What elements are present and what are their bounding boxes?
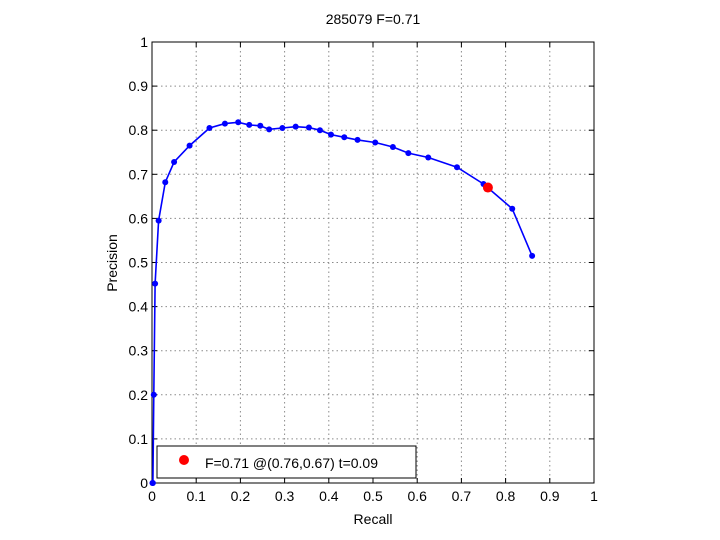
data-point	[372, 139, 379, 146]
highlight-layer	[482, 182, 493, 193]
y-tick-label: 0.7	[129, 166, 149, 182]
x-axis-label: Recall	[354, 511, 393, 527]
data-point	[425, 154, 432, 161]
data-point	[186, 142, 193, 149]
y-tick-label: 0	[140, 475, 148, 491]
y-tick-label: 0.6	[129, 210, 149, 226]
data-point	[257, 122, 264, 129]
y-axis-label: Precision	[104, 234, 120, 292]
y-tick-label: 0.3	[129, 343, 149, 359]
legend: F=0.71 @(0.76,0.67) t=0.09	[156, 445, 417, 479]
data-point	[305, 124, 312, 131]
data-point	[149, 480, 156, 486]
x-tick-label: 0.3	[275, 488, 295, 504]
chart-title: 285079 F=0.71	[326, 11, 421, 27]
data-point	[453, 164, 460, 171]
grid-lines	[152, 42, 594, 483]
data-point	[235, 119, 242, 126]
data-point	[206, 124, 213, 131]
data-point	[328, 131, 335, 138]
legend-box	[156, 445, 417, 479]
data-point	[266, 126, 273, 133]
data-point	[509, 205, 516, 212]
x-tick-label: 0.2	[231, 488, 251, 504]
x-tick-label: 0.5	[363, 488, 383, 504]
best-f-point	[482, 182, 493, 193]
data-point	[221, 120, 228, 127]
data-point	[152, 280, 159, 287]
data-point	[279, 124, 286, 131]
data-point	[405, 150, 412, 157]
x-tick-label: 0	[148, 488, 156, 504]
x-tick-labels: 0 0.1 0.2 0.3 0.4 0.5 0.6 0.7 0.8 0.9 1	[148, 488, 598, 504]
data-point	[341, 134, 348, 141]
y-tick-label: 0.1	[129, 431, 149, 447]
x-tick-label: 0.4	[319, 488, 339, 504]
data-point	[389, 143, 396, 150]
data-point	[354, 136, 361, 143]
series-line	[152, 121, 533, 484]
y-tick-label: 0.8	[129, 122, 149, 138]
y-tick-label: 1	[140, 34, 148, 50]
y-tick-label: 0.5	[129, 255, 149, 271]
data-point	[162, 179, 169, 186]
x-tick-label: 0.6	[407, 488, 427, 504]
data-point	[155, 217, 162, 224]
y-tick-label: 0.4	[129, 299, 149, 315]
data-point	[150, 391, 157, 398]
data-point	[529, 252, 536, 259]
x-tick-label: 1	[590, 488, 598, 504]
x-tick-label: 0.1	[186, 488, 206, 504]
x-tick-label: 0.9	[540, 488, 560, 504]
y-tick-labels: 0 0.1 0.2 0.3 0.4 0.5 0.6 0.7 0.8 0.9 1	[129, 34, 149, 491]
data-point	[292, 123, 299, 130]
data-point	[246, 121, 253, 128]
legend-marker	[179, 455, 189, 465]
data-point	[171, 158, 178, 165]
y-tick-label: 0.2	[129, 387, 149, 403]
legend-entry: F=0.71 @(0.76,0.67) t=0.09	[205, 455, 378, 471]
data-point	[316, 127, 323, 134]
x-tick-label: 0.8	[496, 488, 516, 504]
y-tick-label: 0.9	[129, 78, 149, 94]
x-tick-label: 0.7	[452, 488, 472, 504]
